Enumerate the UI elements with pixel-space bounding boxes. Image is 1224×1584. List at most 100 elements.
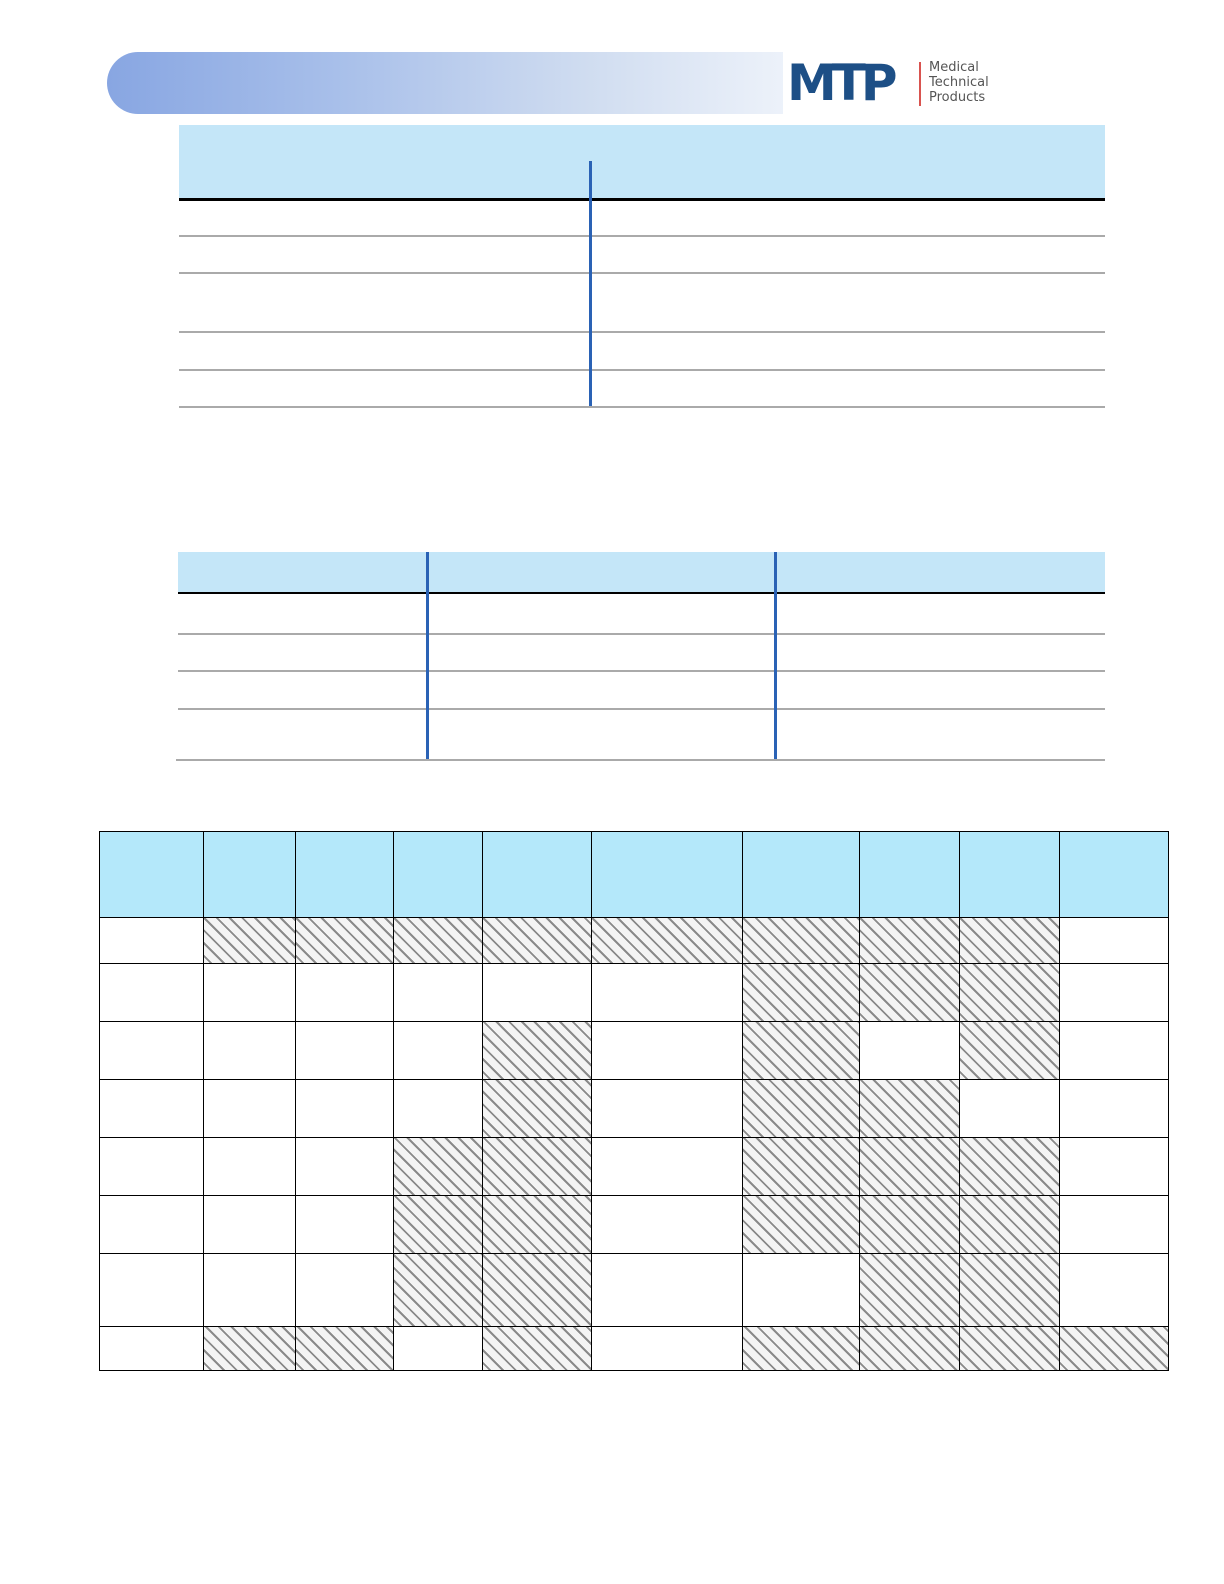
grid-cell-hatched [959,917,1060,964]
grid-cell-hatched [482,1137,592,1196]
grid-cell [1059,963,1169,1022]
grid-cell-hatched [482,917,592,964]
table-1-header [179,125,1105,198]
grid-header-cell [99,831,204,918]
grid-cell-hatched [959,1137,1060,1196]
grid-cell [859,1021,960,1080]
grid-cell-hatched [742,1079,860,1138]
grid-cell [1059,1021,1169,1080]
grid-cell [591,1079,743,1138]
grid-cell-hatched [742,963,860,1022]
row-divider [179,406,1105,408]
grid-cell [99,1021,204,1080]
grid-cell-hatched [959,1253,1060,1327]
grid-cell-hatched [959,1195,1060,1254]
grid-cell [482,963,592,1022]
grid-cell [591,1137,743,1196]
grid-cell-hatched [393,1195,483,1254]
grid-cell [742,1253,860,1327]
row-divider [179,235,1105,237]
grid-cell-hatched [203,1326,296,1371]
grid-cell [295,1137,394,1196]
grid-header-cell [1059,831,1169,918]
grid-cell-hatched [295,1326,394,1371]
grid-cell [99,963,204,1022]
grid-cell-hatched [859,1079,960,1138]
grid-cell [99,1079,204,1138]
grid-cell-hatched [859,1253,960,1327]
row-divider [179,272,1105,274]
grid-cell-hatched [859,1137,960,1196]
mtp-logo: MTP Medical Technical Products [783,52,1003,114]
table-2-header [178,552,1105,592]
logo-text-technical: Technical [929,75,989,90]
grid-cell-hatched [482,1326,592,1371]
grid-cell-hatched [859,917,960,964]
grid-cell [959,1079,1060,1138]
grid-cell [591,1253,743,1327]
grid-cell [99,1137,204,1196]
row-divider [178,670,1105,672]
grid-cell-hatched [1059,1326,1169,1371]
column-divider [589,161,592,406]
grid-cell [99,1326,204,1371]
grid-cell-hatched [393,1253,483,1327]
header-banner [107,52,787,114]
header-rule [179,198,1105,201]
grid-cell-hatched [959,963,1060,1022]
grid-cell [1059,1253,1169,1327]
grid-cell [99,917,204,964]
grid-cell-hatched [295,917,394,964]
grid-cell-hatched [203,917,296,964]
row-divider [179,369,1105,371]
grid-cell [203,963,296,1022]
grid-cell [203,1253,296,1327]
grid-cell-hatched [859,963,960,1022]
grid-header-cell [742,831,860,918]
grid-cell-hatched [482,1021,592,1080]
logo-mark: MTP [787,54,897,112]
grid-cell-hatched [393,917,483,964]
grid-cell-hatched [393,1137,483,1196]
grid-cell [203,1195,296,1254]
table-1 [179,125,1105,409]
grid-cell [295,1253,394,1327]
grid-cell [203,1079,296,1138]
grid-cell [393,1079,483,1138]
grid-cell-hatched [742,917,860,964]
grid-cell-hatched [742,1137,860,1196]
grid-header-cell [295,831,394,918]
column-divider [426,552,429,759]
grid-cell [591,963,743,1022]
row-divider [178,633,1105,635]
grid-cell-hatched [742,1195,860,1254]
grid-header-cell [959,831,1060,918]
grid-cell-hatched [959,1021,1060,1080]
grid-cell [295,1079,394,1138]
table-2 [176,552,1105,762]
grid-header-cell [591,831,743,918]
grid-cell-hatched [482,1253,592,1327]
column-divider [774,552,777,759]
grid-cell-hatched [859,1326,960,1371]
grid-cell [203,1137,296,1196]
grid-cell [591,1021,743,1080]
grid-cell [591,1195,743,1254]
grid-header-cell [203,831,296,918]
grid-cell-hatched [959,1326,1060,1371]
grid-cell [393,963,483,1022]
logo-divider [919,62,921,106]
grid-header-cell [393,831,483,918]
grid-cell [295,1195,394,1254]
grid-cell [1059,1137,1169,1196]
grid-cell [99,1253,204,1327]
logo-text-products: Products [929,90,986,105]
grid-cell [99,1195,204,1254]
grid-cell-hatched [742,1021,860,1080]
grid-cell-hatched [859,1195,960,1254]
grid-header-cell [859,831,960,918]
grid-cell-hatched [742,1326,860,1371]
logo-text-medical: Medical [929,60,979,75]
grid-cell [1059,1195,1169,1254]
grid-cell [393,1021,483,1080]
